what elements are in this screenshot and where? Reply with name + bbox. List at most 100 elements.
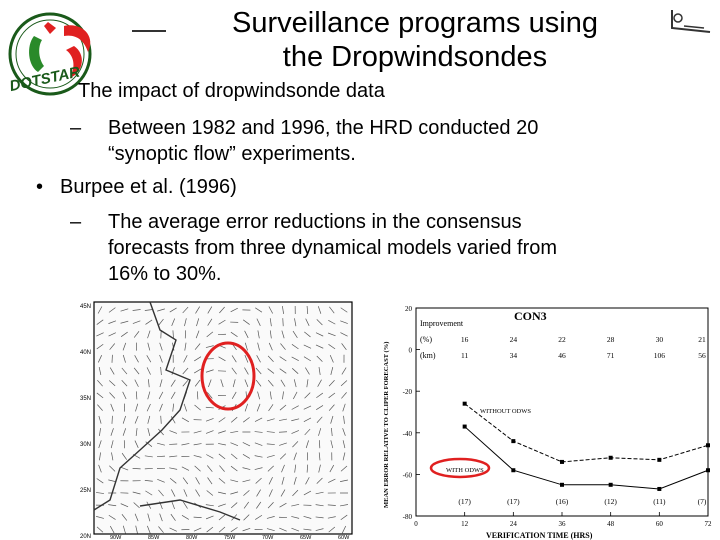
improvement-value: 21 <box>698 335 706 344</box>
wind-arrow <box>293 391 298 400</box>
wind-arrow <box>257 342 260 351</box>
wind-arrow <box>145 441 153 447</box>
wind-arrow <box>330 415 334 424</box>
wind-arrow <box>218 356 226 362</box>
sample-counts: (17) (17) (16) (12) (11) (7) <box>458 497 706 506</box>
wind-arrow <box>169 430 178 434</box>
wind-arrow <box>315 491 324 495</box>
wind-arrow <box>134 415 139 424</box>
wind-arrow <box>218 526 226 533</box>
wind-arrow <box>257 330 260 339</box>
wind-arrow <box>97 404 103 411</box>
wind-arrow <box>329 464 335 473</box>
wind-arrow <box>268 404 274 412</box>
wind-arrow <box>111 452 114 461</box>
wind-arrow <box>184 342 187 351</box>
wind-arrow <box>97 306 103 314</box>
wind-arrow <box>108 332 116 337</box>
wind-arrow <box>109 367 115 375</box>
wind-arrow <box>182 367 189 375</box>
wind-arrow <box>159 342 163 351</box>
latitude-label: 45N <box>80 304 91 310</box>
wind-arrow <box>291 418 300 422</box>
wind-arrow <box>340 465 348 472</box>
wind-arrow <box>266 528 275 531</box>
wind-arrow <box>122 342 127 351</box>
wind-arrow <box>120 466 129 471</box>
series-point <box>706 443 710 448</box>
wind-arrow <box>230 502 238 509</box>
error-reduction-chart: CON3 MEAN ERROR RELATIVE TO CLIPER FOREC… <box>383 305 712 540</box>
wind-arrow <box>183 489 188 497</box>
wind-arrow <box>170 391 176 400</box>
wind-arrow <box>181 443 190 446</box>
wind-arrow <box>303 356 311 362</box>
wind-arrow <box>230 453 238 460</box>
km-values: 11 34 46 71 106 56 <box>461 351 706 360</box>
wind-arrow <box>122 391 127 400</box>
wind-arrow <box>318 452 321 461</box>
wind-arrow <box>279 418 287 421</box>
wind-arrow <box>147 391 151 400</box>
wind-arrow <box>172 330 174 339</box>
wind-arrow <box>266 431 275 433</box>
wind-arrow <box>266 516 275 519</box>
bullet-text-line-1: Between 1982 and 1996, the HRD conducted… <box>108 117 539 139</box>
wind-arrow <box>267 355 274 362</box>
wind-arrow <box>231 355 237 363</box>
wind-arrow <box>144 309 153 311</box>
wind-arrow <box>132 467 141 470</box>
wind-arrow <box>159 354 163 363</box>
longitude-labels: 90W 85W 80W 75W 70W 65W 60W <box>110 535 350 540</box>
wind-arrow <box>267 502 274 509</box>
wind-arrow <box>331 427 333 437</box>
wind-arrow <box>218 491 226 495</box>
km-value: 71 <box>607 351 615 360</box>
wind-arrow <box>108 307 116 313</box>
wind-arrow <box>281 464 285 473</box>
wind-arrow <box>183 355 188 363</box>
wind-arrow <box>158 391 164 400</box>
wind-arrow <box>99 427 101 437</box>
wind-arrow <box>193 527 202 532</box>
wind-arrow <box>316 392 324 399</box>
wind-arrow <box>172 403 175 412</box>
wind-arrow <box>328 344 336 350</box>
wind-arrow <box>207 318 213 326</box>
wind-arrow <box>170 513 176 521</box>
wind-arrow <box>134 513 139 522</box>
wind-arrow <box>157 442 165 446</box>
wind-arrow <box>120 320 129 324</box>
wind-arrow <box>342 440 346 449</box>
wind-arrow <box>144 455 153 458</box>
wind-arrow <box>340 479 348 482</box>
y-tick-labels: 20 0 -20 -40 -60 -80 <box>403 305 420 521</box>
wind-arrow <box>135 391 138 400</box>
wind-arrow <box>340 504 348 507</box>
wind-arrow <box>158 526 164 533</box>
wind-arrow <box>317 379 322 387</box>
wind-arrow <box>148 379 150 388</box>
wind-arrow <box>305 318 310 326</box>
wind-arrow <box>254 442 263 446</box>
wind-arrow <box>230 430 239 434</box>
wind-arrow <box>156 455 166 458</box>
wind-arrow <box>315 516 324 519</box>
wind-arrow <box>135 403 139 412</box>
wind-arrow <box>230 331 238 337</box>
wind-arrow <box>256 355 261 363</box>
wind-arrow <box>147 330 151 339</box>
corner-emblem-icon <box>671 10 711 33</box>
wind-arrow <box>255 514 263 520</box>
wind-arrow <box>194 379 201 387</box>
wind-arrow <box>120 331 128 337</box>
bullet-text-line-2: forecasts from three dynamical models va… <box>108 237 558 259</box>
wind-arrow <box>133 502 140 509</box>
wind-arrow <box>207 306 213 314</box>
wind-arrow <box>342 428 346 436</box>
wind-arrow <box>98 440 102 449</box>
wind-arrow <box>315 528 324 531</box>
wind-arrow <box>230 416 238 423</box>
wind-arrow <box>121 514 128 521</box>
wind-arrow <box>171 489 176 497</box>
